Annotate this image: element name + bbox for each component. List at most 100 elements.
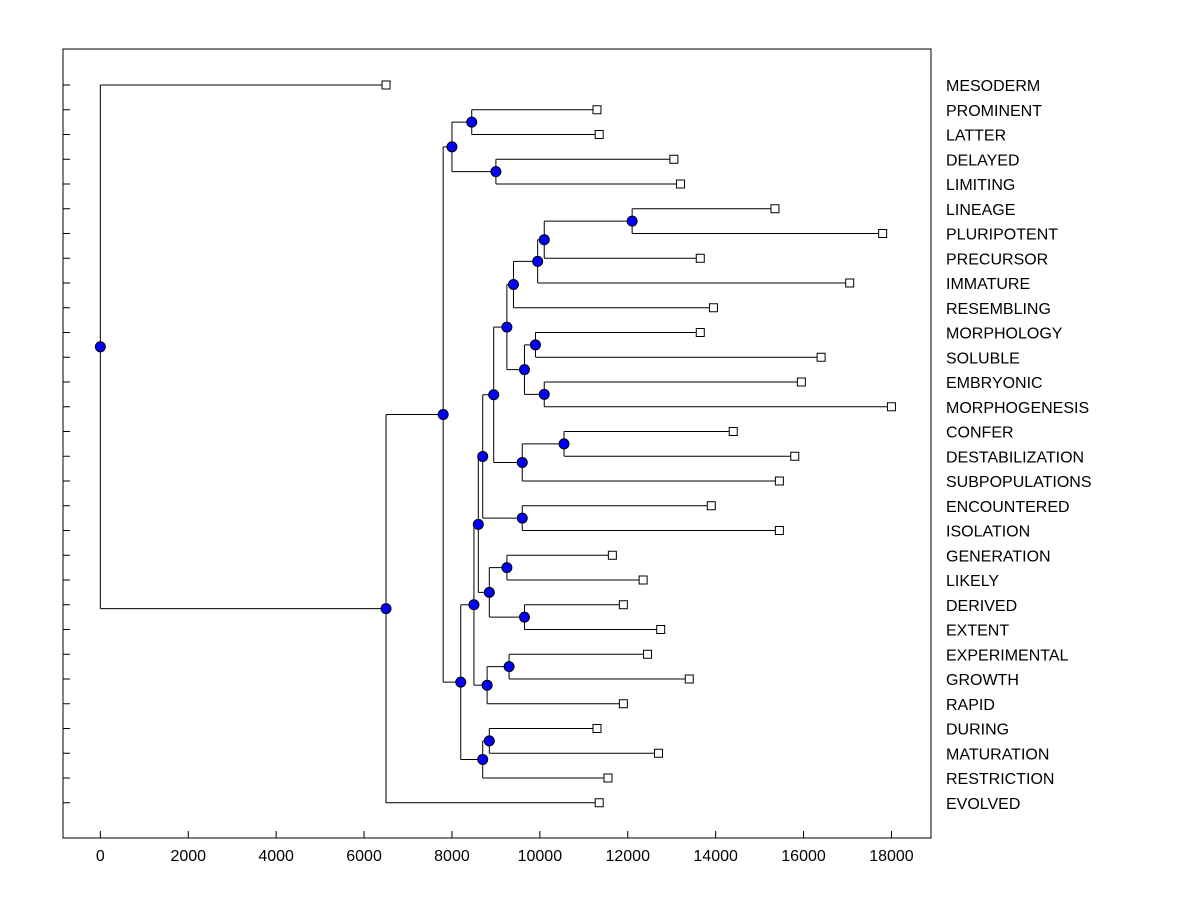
leaf-marker bbox=[638, 575, 648, 585]
leaf-marker bbox=[618, 600, 628, 610]
cluster-node bbox=[455, 676, 467, 688]
leaf-marker bbox=[774, 526, 784, 535]
leaf-label: DURING bbox=[946, 722, 1009, 739]
cluster-nodes bbox=[94, 116, 638, 765]
leaf-marker bbox=[618, 699, 628, 709]
leaf-marker bbox=[656, 625, 666, 634]
leaf-label: GENERATION bbox=[946, 548, 1051, 565]
cluster-node bbox=[477, 450, 489, 462]
leaf-label: DELAYED bbox=[946, 152, 1020, 169]
leaf-label: SUBPOPULATIONS bbox=[946, 474, 1092, 491]
leaf-label: RESTRICTION bbox=[946, 771, 1054, 788]
cluster-node bbox=[507, 279, 519, 291]
leaf-label: MORPHOGENESIS bbox=[946, 400, 1089, 417]
x-tick-label: 4000 bbox=[258, 848, 294, 865]
leaf-label: ISOLATION bbox=[946, 524, 1030, 541]
leaf-label: SOLUBLE bbox=[946, 350, 1020, 367]
leaf-label: EXPERIMENTAL bbox=[946, 647, 1069, 664]
leaf-label: RESEMBLING bbox=[946, 301, 1051, 318]
cluster-node bbox=[488, 389, 500, 401]
leaf-label: EMBRYONIC bbox=[946, 375, 1043, 392]
leaf-marker bbox=[708, 303, 718, 313]
x-ticks: 0 2000 4000 6000 8000 10000 12000 14000 16000 180… bbox=[96, 831, 914, 865]
leaf-label: MATURATION bbox=[946, 746, 1049, 763]
x-tick-label: 14000 bbox=[693, 848, 738, 865]
cluster-node bbox=[446, 141, 458, 153]
cluster-node bbox=[518, 611, 530, 623]
leaf-marker bbox=[770, 204, 780, 214]
cluster-node bbox=[490, 166, 502, 178]
leaf-label: RAPID bbox=[946, 697, 995, 714]
cluster-node bbox=[518, 364, 530, 376]
leaf-label: LATTER bbox=[946, 128, 1006, 145]
leaf-marker bbox=[594, 798, 604, 808]
cluster-node bbox=[380, 603, 392, 615]
leaf-label: LIMITING bbox=[946, 177, 1015, 194]
leaf-marker bbox=[845, 278, 855, 288]
leaf-label: MESODERM bbox=[946, 78, 1040, 95]
leaf-label: IMMATURE bbox=[946, 276, 1030, 293]
leaf-marker bbox=[816, 352, 826, 362]
leaf-label: EXTENT bbox=[946, 623, 1009, 640]
leaf-marker bbox=[695, 328, 705, 337]
leaf-marker bbox=[607, 550, 617, 560]
leaf-marker bbox=[669, 154, 679, 164]
cluster-node bbox=[516, 456, 528, 468]
leaf-marker bbox=[728, 427, 738, 436]
x-tick-label: 18000 bbox=[869, 848, 914, 865]
leaf-label: GROWTH bbox=[946, 672, 1019, 689]
leaf-labels: MESODERM PROMINENT LATTER DELAYED LIMITING LI… bbox=[946, 78, 1092, 813]
leaf-marker bbox=[594, 130, 604, 139]
leaf-marker bbox=[706, 501, 716, 511]
leaf-marker bbox=[592, 724, 602, 733]
cluster-node bbox=[501, 321, 513, 333]
leaf-label: DESTABILIZATION bbox=[946, 449, 1084, 466]
cluster-node bbox=[538, 388, 550, 400]
x-tick-label: 10000 bbox=[518, 848, 563, 865]
leaf-label: CONFER bbox=[946, 425, 1014, 442]
leaf-marker bbox=[381, 80, 391, 90]
cluster-node bbox=[516, 512, 528, 524]
leaf-label: ENCOUNTERED bbox=[946, 499, 1070, 516]
leaf-label: PRECURSOR bbox=[946, 251, 1048, 268]
leaf-marker bbox=[886, 402, 896, 412]
leaf-markers bbox=[381, 80, 896, 808]
cluster-node bbox=[501, 562, 513, 574]
leaf-marker bbox=[654, 748, 664, 758]
cluster-node bbox=[626, 215, 638, 227]
cluster-node bbox=[477, 753, 489, 765]
leaf-marker bbox=[684, 674, 694, 684]
cluster-node bbox=[529, 339, 541, 351]
leaf-marker bbox=[774, 476, 784, 486]
cluster-node bbox=[481, 679, 493, 691]
leaf-label: LINEAGE bbox=[946, 202, 1015, 219]
cluster-node bbox=[503, 661, 515, 673]
cluster-node bbox=[532, 255, 544, 267]
x-tick-label: 0 bbox=[96, 848, 105, 865]
y-ticks bbox=[63, 84, 70, 804]
cluster-node bbox=[437, 408, 449, 420]
leaf-label: EVOLVED bbox=[946, 796, 1020, 813]
cluster-node bbox=[94, 341, 106, 353]
leaf-label: DERIVED bbox=[946, 598, 1017, 615]
leaf-marker bbox=[643, 649, 653, 659]
leaf-marker bbox=[796, 377, 806, 387]
x-tick-label: 12000 bbox=[605, 848, 650, 865]
cluster-node bbox=[468, 599, 480, 611]
leaf-marker bbox=[790, 451, 800, 461]
x-tick-label: 16000 bbox=[781, 848, 826, 865]
cluster-node bbox=[558, 438, 570, 450]
leaf-label: LIKELY bbox=[946, 573, 999, 590]
cluster-node bbox=[483, 586, 495, 598]
x-tick-label: 6000 bbox=[346, 848, 382, 865]
leaf-label: PLURIPOTENT bbox=[946, 227, 1058, 244]
leaf-marker bbox=[878, 229, 888, 238]
cluster-node bbox=[538, 234, 550, 246]
cluster-node bbox=[472, 518, 484, 530]
plot-frame bbox=[62, 48, 932, 839]
leaf-marker bbox=[592, 105, 602, 115]
leaf-label: MORPHOLOGY bbox=[946, 326, 1063, 343]
cluster-node bbox=[483, 735, 495, 747]
leaf-marker bbox=[695, 253, 705, 263]
